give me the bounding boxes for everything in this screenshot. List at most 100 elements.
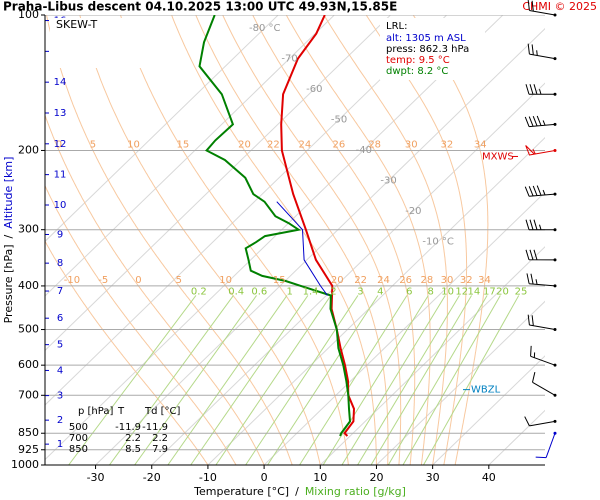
table-cell: 2.2 [125, 433, 141, 444]
mixing-ratio-line [299, 295, 408, 465]
wind-barb [524, 185, 557, 197]
table-cell: -11.9 [142, 422, 168, 433]
barb-station [553, 57, 557, 61]
wet-adiabat-label: 32 [441, 139, 454, 150]
x-tick-label: -10 [199, 471, 217, 484]
wind-barb [525, 219, 557, 232]
y-tick-label: 925 [18, 443, 39, 456]
mixing-ratio-label: 14 [467, 287, 480, 298]
wind-barb [525, 145, 557, 156]
isotherm-label: -60 [306, 84, 322, 95]
x-label-temperature: Temperature [°C] [193, 485, 289, 498]
y-tick-label: 850 [18, 426, 39, 439]
table-header: Td [°C] [144, 406, 181, 417]
mixing-ratio-line [109, 295, 234, 465]
isotherm [45, 15, 391, 352]
altitude-tick-label: 5 [57, 340, 63, 351]
barb-station [553, 148, 557, 152]
mixing-ratio-label: 8 [427, 287, 433, 298]
barb-shape [525, 145, 556, 156]
wet-adiabat-label: 30 [441, 275, 454, 286]
barb-shape [535, 433, 556, 459]
wind-barb [531, 372, 557, 397]
table-cell: 500 [69, 422, 88, 433]
isotherm [376, 300, 545, 465]
isotherm [45, 15, 504, 461]
wind-barb [535, 431, 557, 459]
isotherm-label: -40 [356, 145, 372, 156]
barb-station [553, 419, 557, 423]
table-header: T [117, 406, 125, 417]
altitude-tick-label: 7 [57, 286, 63, 297]
table-cell: 7.9 [152, 444, 168, 455]
lrl-alt: alt: 1305 m ASL [386, 33, 466, 44]
x-tick-label: -20 [143, 471, 161, 484]
wind-barb [526, 273, 557, 288]
isotherm [319, 246, 545, 465]
isotherm [207, 137, 545, 465]
altitude-tick-label: 12 [54, 139, 67, 150]
barb-shape [525, 219, 556, 231]
profile-line [198, 15, 352, 437]
wet-adiabat-label: 0 [135, 275, 141, 286]
wet-adiabat-label: -5 [98, 275, 108, 286]
lrl-press: press: 862.3 hPa [386, 44, 469, 55]
mixing-ratio-label: 25 [515, 287, 528, 298]
x-tick-label: 20 [369, 471, 383, 484]
barb-station [553, 192, 557, 196]
barb-shape [527, 0, 556, 16]
x-tick-label: 40 [482, 471, 496, 484]
wet-adiabat-label: 32 [460, 275, 473, 286]
mixing-ratio-line [134, 295, 257, 465]
wet-adiabat-label: 15 [273, 275, 286, 286]
mixing-ratio-line [215, 295, 332, 465]
altitude-tick-label: 14 [54, 77, 67, 88]
altitude-tick-label: 10 [54, 200, 67, 211]
barb-station [553, 122, 557, 126]
y-tick-label: 100 [18, 8, 39, 21]
table-cell: 8.5 [125, 444, 141, 455]
wind-barb [524, 416, 557, 427]
mixing-ratio-label: 20 [496, 287, 509, 298]
altitude-tick-label: 6 [57, 313, 63, 324]
profile-line [280, 15, 356, 437]
barb-station [553, 328, 557, 332]
isotherm-label: -10 °C [422, 237, 454, 248]
lrl-temp: temp: 9.5 °C [386, 55, 450, 66]
lrl-title: LRL: [386, 21, 407, 32]
axis-separator: / [2, 234, 15, 238]
mixing-ratio-label: 1.4 [303, 287, 319, 298]
wet-adiabat-label: -10 [64, 275, 80, 286]
wet-adiabat-label: 24 [299, 139, 312, 150]
mixing-ratio-line [423, 295, 520, 465]
isotherm [45, 15, 448, 406]
barb-station [553, 13, 557, 17]
mixing-ratio-line [387, 295, 488, 465]
wet-adiabat-label: 24 [377, 275, 390, 286]
barb-station [553, 258, 557, 262]
x-tick-label: -30 [87, 471, 105, 484]
altitude-tick-label: 13 [54, 108, 67, 119]
isotherm [95, 27, 545, 465]
wet-adiabat-label: 26 [399, 275, 412, 286]
data-layer [198, 15, 356, 437]
mixing-ratio-label: 0.4 [228, 287, 244, 298]
wbzl-label: WBZL [471, 385, 501, 396]
y-tick-label: 300 [18, 223, 39, 236]
y-axis-label: Pressure [hPa] / Altitude [km] [2, 157, 15, 324]
wet-adiabat-label: 0 [56, 139, 62, 150]
mixing-ratio-line [167, 295, 288, 465]
y-tick-label: 600 [18, 358, 39, 371]
barb-shape [525, 249, 556, 261]
isotherm [432, 355, 545, 465]
mixing-ratio-line [402, 295, 501, 465]
copyright: CHMI © 2025 [522, 0, 597, 13]
altitude-tick-label: 11 [54, 170, 67, 181]
wet-adiabat-label: 28 [368, 139, 381, 150]
wet-adiabat-label: 26 [332, 139, 345, 150]
mixing-ratio-label: 6 [406, 287, 412, 298]
y-tick-label: 1000 [11, 458, 39, 471]
mixing-ratio-line [245, 295, 359, 465]
wet-adiabat-label: 10 [127, 139, 140, 150]
